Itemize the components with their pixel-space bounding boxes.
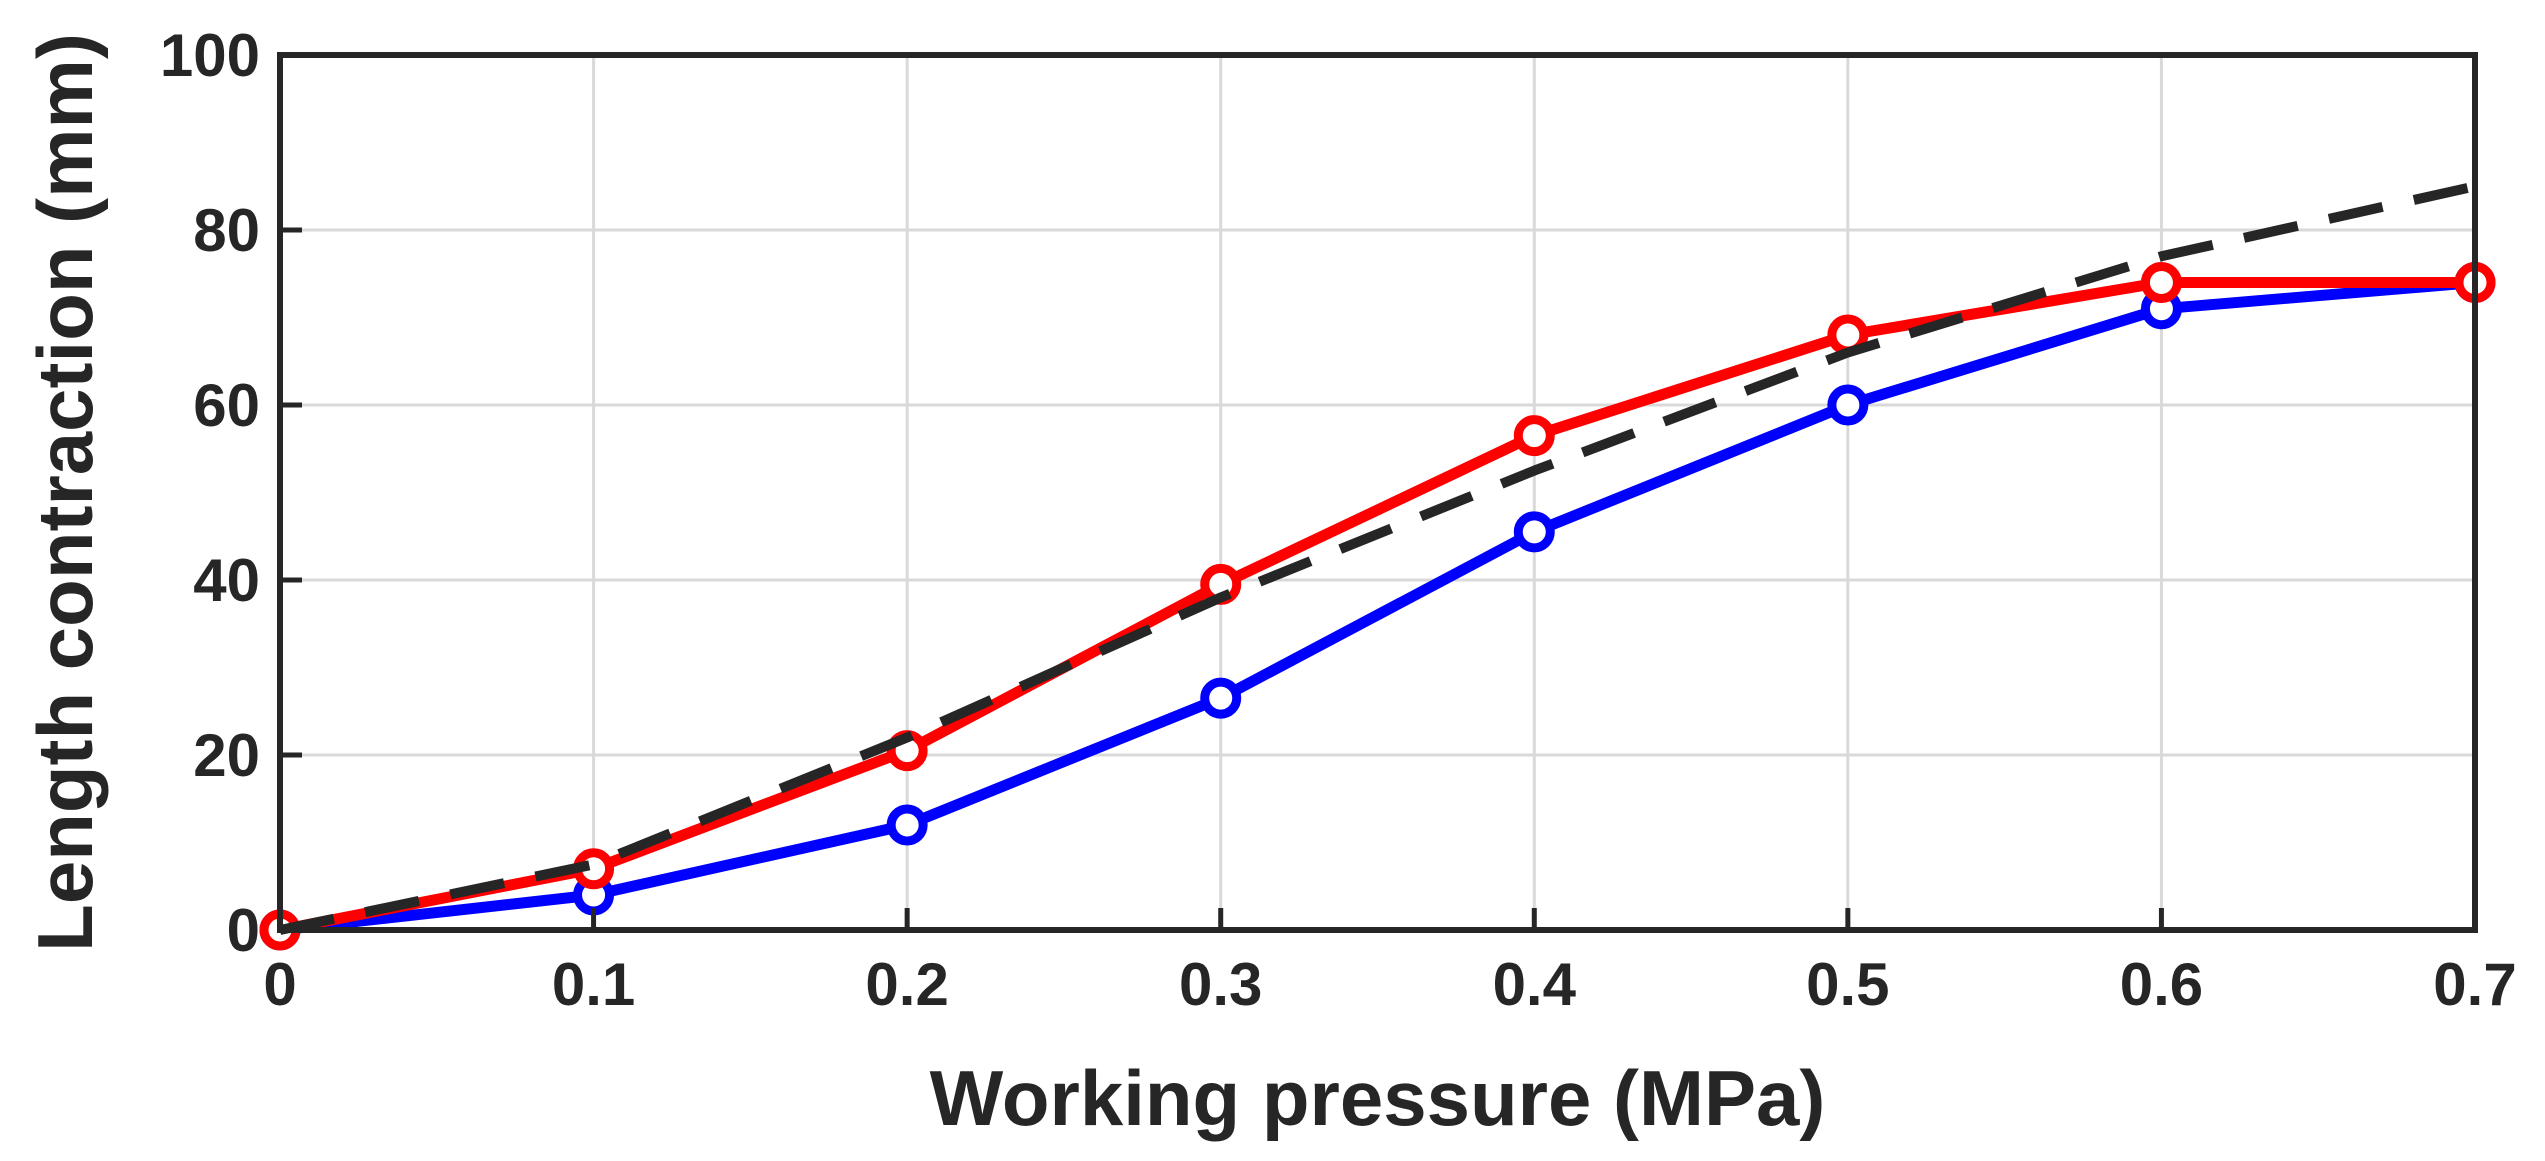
data-point	[1513, 415, 1555, 457]
data-point	[1513, 511, 1555, 553]
x-tick-label: 0.1	[552, 951, 635, 1018]
data-point	[886, 804, 928, 846]
y-tick-label: 40	[193, 547, 260, 614]
x-tick-label: 0.4	[1493, 951, 1577, 1018]
y-tick-label: 80	[193, 197, 260, 264]
series-line	[278, 277, 2475, 936]
x-tick-label: 0.5	[1806, 951, 1889, 1018]
y-tick-label: 100	[160, 22, 260, 89]
y-tick-label: 60	[193, 372, 260, 439]
series-line	[278, 181, 2477, 935]
plot-frame	[277, 52, 2478, 933]
data-point	[2140, 262, 2182, 303]
y-axis-label: Length contraction (mm)	[21, 33, 109, 952]
series-1	[259, 262, 2496, 951]
axis-ticks: 0 0.1 0.2 0.3 0.4 0.5 0.6 0.7 0 20 40 60 80 100	[160, 22, 2517, 1018]
plot-series	[259, 181, 2496, 951]
x-axis-label: Working pressure (MPa)	[930, 1054, 1826, 1142]
x-tick-label: 0.2	[865, 951, 948, 1018]
data-point	[1200, 677, 1242, 719]
data-point	[1827, 384, 1869, 426]
x-tick-label: 0	[263, 951, 296, 1018]
x-tick-label: 0.6	[2120, 951, 2203, 1018]
series-2	[278, 181, 2477, 935]
x-tick-label: 0.7	[2433, 951, 2516, 1018]
series-line	[279, 277, 2476, 936]
x-tick-label: 0.3	[1179, 951, 1262, 1018]
y-tick-label: 20	[193, 722, 260, 789]
y-tick-label: 0	[227, 897, 260, 964]
